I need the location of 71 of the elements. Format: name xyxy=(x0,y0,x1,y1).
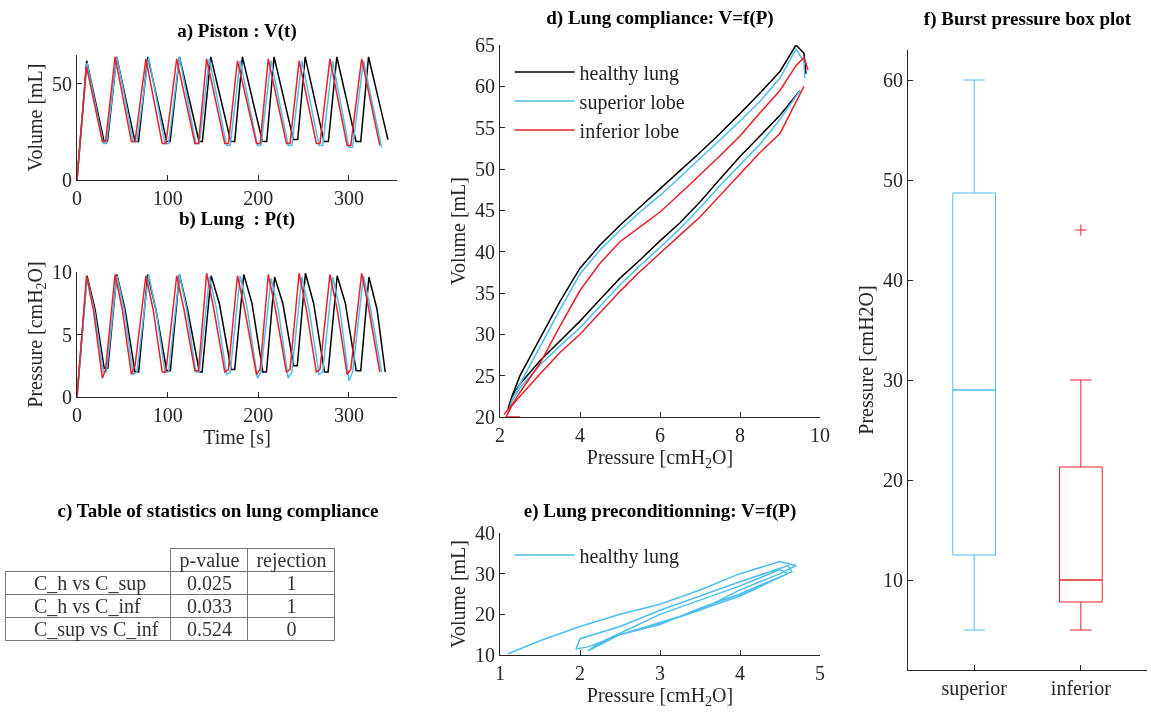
y-tick-label: 35 xyxy=(475,282,495,304)
chart-title: a) Piston : V(t) xyxy=(177,19,297,42)
chart-title: e) Lung preconditionning: V=f(P) xyxy=(523,499,797,522)
y-tick-label: 60 xyxy=(475,75,495,98)
x-tick-label: 2 xyxy=(575,662,585,684)
x-tick-label: 200 xyxy=(243,187,274,209)
x-tick-label: 6 xyxy=(655,424,665,446)
x-tick-label: 300 xyxy=(333,187,364,209)
legend-label: healthy lung xyxy=(579,61,680,85)
data-label: 0.025 xyxy=(170,571,248,595)
x-axis-title: Pressure [cmH$_{2}$O] xyxy=(586,684,734,710)
text: p-value xyxy=(170,548,248,572)
x-tick-label: superior xyxy=(941,677,1008,700)
data-label: 1 xyxy=(247,594,335,618)
y-tick-label: 40 xyxy=(475,240,495,263)
y-tick-label: 20 xyxy=(475,406,495,428)
y-tick-label: 30 xyxy=(475,323,495,346)
legend-label: inferior lobe xyxy=(579,119,680,142)
y-axis-title: Volume [mL] xyxy=(446,540,469,648)
y-tick-label: 50 xyxy=(475,158,495,180)
chart-title: f) Burst pressure box plot xyxy=(923,7,1132,30)
y-tick-label: 0 xyxy=(62,386,72,408)
y-tick-label: 10 xyxy=(883,569,903,591)
x-tick-label: 2 xyxy=(495,424,505,446)
legend-label: superior lobe xyxy=(579,90,685,114)
y-axis-title: Volume [mL] xyxy=(23,63,46,172)
text: c) Table of statistics on lung compliance xyxy=(56,500,380,522)
y-tick-label: 50 xyxy=(883,169,903,191)
x-tick-label: 5 xyxy=(815,662,825,684)
y-axis-title: Volume [mL] xyxy=(446,177,469,285)
x-tick-label: 200 xyxy=(243,404,274,426)
y-tick-label: 40 xyxy=(883,269,903,291)
y-tick-label: 10 xyxy=(475,644,495,666)
chart-title: b) Lung : P(t) xyxy=(178,207,296,230)
y-tick-label: 0 xyxy=(62,169,72,191)
y-axis-title: Pressure [cmH2O] xyxy=(854,285,877,435)
x-axis-title: Pressure [cmH$_{2}$O] xyxy=(586,446,734,472)
y-tick-label: 30 xyxy=(475,562,495,585)
x-tick-label: 8 xyxy=(735,424,745,446)
y-tick-label: 60 xyxy=(883,69,903,91)
y-tick-label: 5 xyxy=(62,323,72,346)
y-tick-label: 50 xyxy=(52,72,72,95)
x-tick-label: 3 xyxy=(655,662,665,684)
y-tick-label: 30 xyxy=(883,369,903,391)
x-tick-label: 4 xyxy=(575,424,585,446)
data-label: 0.524 xyxy=(170,617,248,641)
y-tick-label: 55 xyxy=(475,116,495,139)
category-label: C_sup vs C_inf xyxy=(5,617,171,641)
y-tick-label: 45 xyxy=(475,199,495,222)
x-tick-label: 100 xyxy=(152,187,183,209)
legend-label: rejection xyxy=(247,548,335,572)
y-tick-label: 20 xyxy=(883,469,903,491)
data-label: 0 xyxy=(247,617,335,641)
x-tick-label: 4 xyxy=(735,662,745,684)
y-tick-label: 40 xyxy=(475,522,495,544)
x-tick-label: 300 xyxy=(333,404,364,426)
y-tick-label: 65 xyxy=(475,34,495,56)
x-tick-label: inferior xyxy=(1050,677,1112,699)
legend-label: healthy lung xyxy=(579,544,680,568)
chart-title: d) Lung compliance: V=f(P) xyxy=(546,6,774,29)
y-tick-label: 25 xyxy=(475,364,495,387)
category-label: C_h vs C_sup xyxy=(5,571,171,595)
data-label: 1 xyxy=(247,571,335,595)
category-label: C_h vs C_inf xyxy=(5,594,171,618)
x-tick-label: 10 xyxy=(810,424,830,446)
x-tick-label: 100 xyxy=(152,404,183,426)
y-tick-label: 20 xyxy=(475,603,495,626)
x-axis-title: Time [s] xyxy=(203,426,271,448)
x-tick-label: 1 xyxy=(495,662,505,684)
data-label: 0.033 xyxy=(170,594,248,618)
y-tick-label: 10 xyxy=(52,261,72,283)
